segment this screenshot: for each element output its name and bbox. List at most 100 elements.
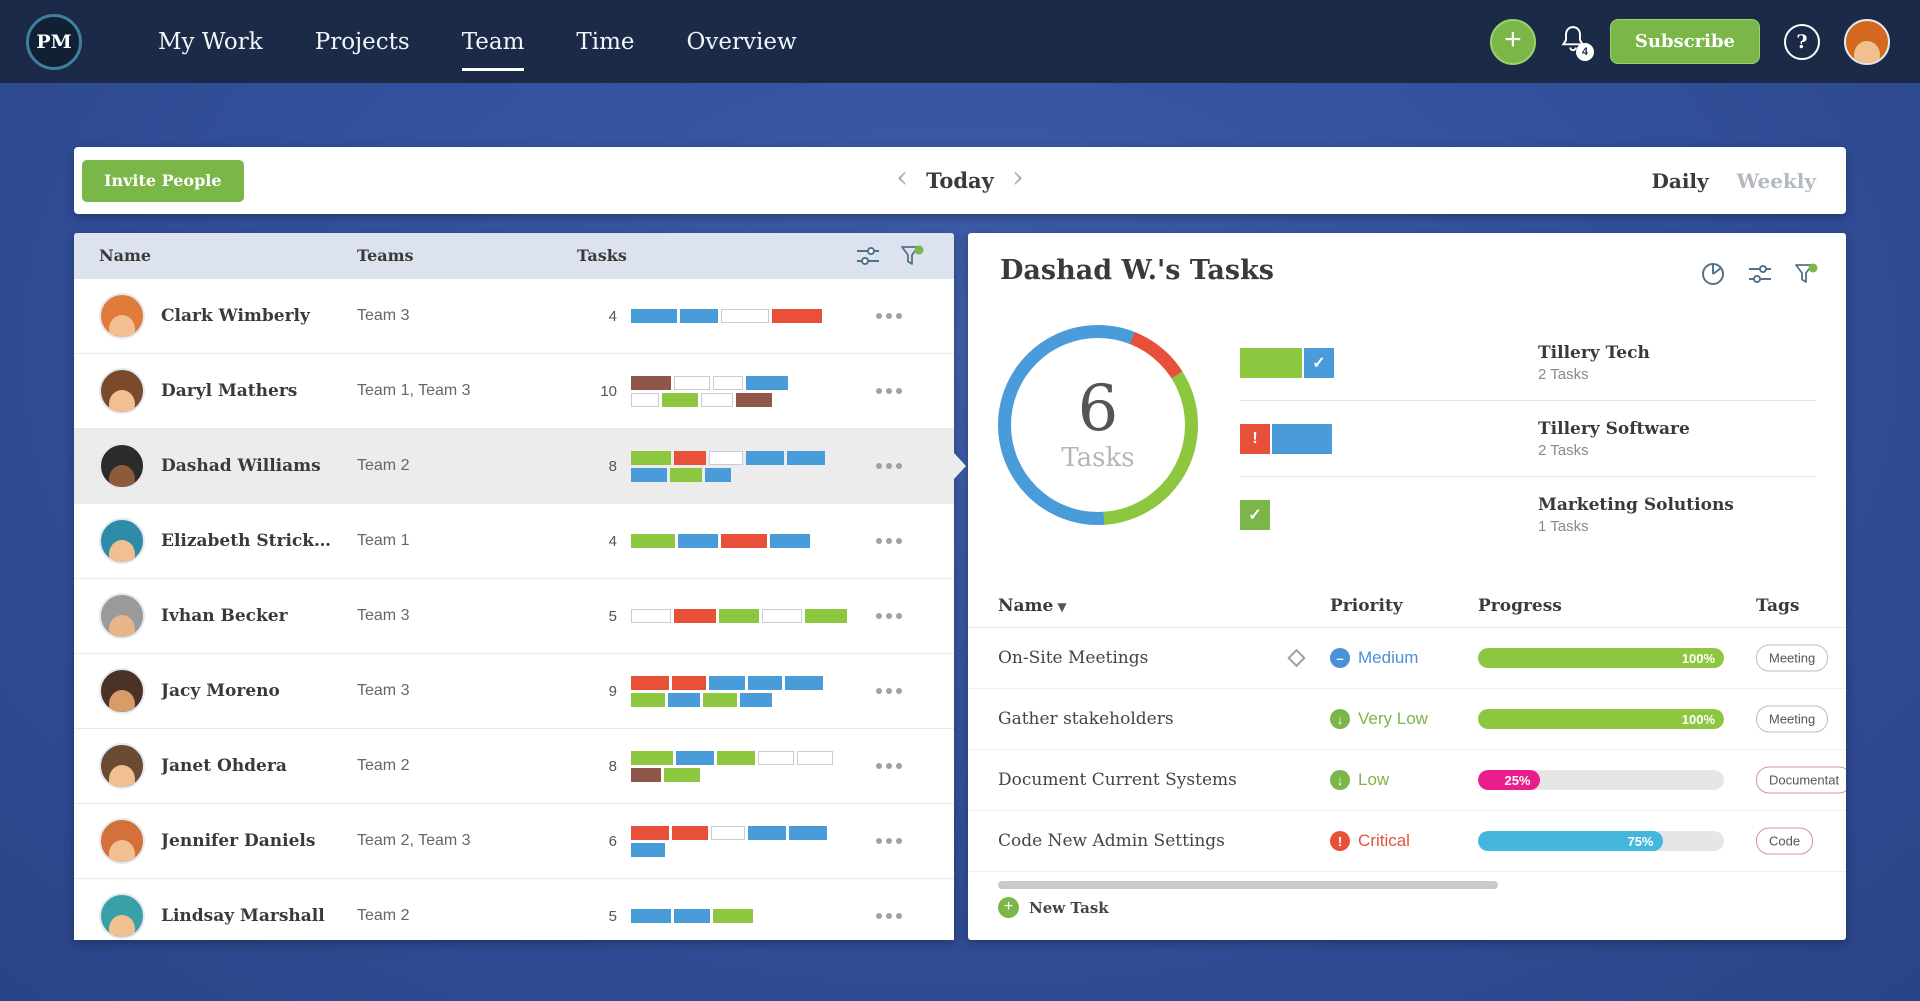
nav-item-overview[interactable]: Overview (686, 28, 797, 55)
task-tag[interactable]: Documentat (1756, 766, 1846, 794)
detail-panel-icons (1700, 261, 1818, 292)
pie-chart-icon[interactable] (1700, 261, 1726, 292)
progress-bar[interactable]: 25% (1478, 770, 1724, 790)
member-name: Dashad Williams (161, 456, 321, 476)
row-menu-button[interactable] (854, 538, 954, 544)
column-header-tasks[interactable]: Tasks (577, 246, 627, 265)
avatar (99, 668, 145, 714)
task-name: Document Current Systems (998, 770, 1237, 790)
task-row[interactable]: On-Site Meetings – Medium 100% Meeting (968, 628, 1846, 689)
project-legend-blocks: ! (1240, 423, 1350, 454)
filter-icon[interactable] (1794, 263, 1818, 290)
task-tag[interactable]: Meeting (1756, 644, 1829, 672)
progress-fill: 100% (1478, 709, 1724, 729)
new-task-button[interactable]: + New Task (998, 897, 1109, 918)
task-priority[interactable]: ↓ Low (1330, 770, 1389, 790)
app-logo[interactable]: PM (26, 13, 82, 70)
avatar-face (108, 390, 136, 412)
task-bars (631, 534, 847, 548)
row-menu-button[interactable] (854, 613, 954, 619)
donut-task-label: Tasks (1061, 443, 1135, 473)
project-legend-blocks: ✓ (1240, 500, 1350, 530)
nav-menu: My Work Projects Team Time Overview (132, 0, 823, 83)
member-name: Lindsay Marshall (161, 906, 325, 926)
row-menu-button[interactable] (854, 913, 954, 919)
member-teams: Team 3 (357, 682, 410, 699)
avatar (99, 293, 145, 339)
daily-toggle[interactable]: Daily (1651, 168, 1709, 193)
member-teams: Team 1 (357, 532, 410, 549)
progress-label: 100% (1681, 650, 1715, 666)
progress-bar[interactable]: 75% (1478, 831, 1724, 851)
task-column-priority[interactable]: Priority (1330, 596, 1403, 616)
filter-icon[interactable] (900, 245, 924, 271)
status-bar-block (1240, 347, 1302, 378)
progress-bar[interactable]: 100% (1478, 709, 1724, 729)
row-menu-button[interactable] (854, 463, 954, 469)
avatar (99, 443, 145, 489)
task-priority[interactable]: – Medium (1330, 648, 1418, 668)
table-row[interactable]: Jennifer Daniels Team 2, Team 3 6 (74, 804, 954, 879)
table-row[interactable]: Clark Wimberly Team 3 4 (74, 279, 954, 354)
settings-sliders-icon[interactable] (1748, 264, 1772, 289)
next-day-button[interactable]: › (1011, 159, 1024, 195)
user-avatar[interactable] (1844, 18, 1890, 65)
row-menu-button[interactable] (854, 688, 954, 694)
nav-item-my-work[interactable]: My Work (158, 28, 263, 55)
row-menu-button[interactable] (854, 838, 954, 844)
table-row[interactable]: Ivhan Becker Team 3 5 (74, 579, 954, 654)
table-row[interactable]: Dashad Williams Team 2 8 (74, 429, 954, 504)
table-row[interactable]: Jacy Moreno Team 3 9 (74, 654, 954, 729)
column-header-teams[interactable]: Teams (357, 246, 414, 265)
avatar-face (108, 315, 136, 337)
table-row[interactable]: Daryl Mathers Team 1, Team 3 10 (74, 354, 954, 429)
horizontal-scrollbar[interactable] (998, 881, 1498, 889)
table-row[interactable]: Janet Ohdera Team 2 8 (74, 729, 954, 804)
avatar (99, 593, 145, 639)
member-teams: Team 2 (357, 457, 410, 474)
settings-sliders-icon[interactable] (856, 246, 880, 270)
avatar-face (108, 840, 136, 862)
prev-day-button[interactable]: ‹ (896, 159, 909, 195)
top-nav: PM My Work Projects Team Time Overview + 4 S… (0, 0, 1920, 83)
member-name: Jacy Moreno (161, 681, 280, 701)
task-tag[interactable]: Meeting (1756, 705, 1829, 733)
task-count: 5 (608, 607, 617, 625)
nav-item-team[interactable]: Team (436, 0, 551, 83)
invite-people-button[interactable]: Invite People (82, 159, 244, 202)
row-menu-button[interactable] (854, 388, 954, 394)
task-column-name[interactable]: Name ▼ (998, 596, 1067, 616)
progress-bar[interactable]: 100% (1478, 648, 1724, 668)
task-row[interactable]: Document Current Systems ↓ Low 25% Documenta… (968, 750, 1846, 811)
member-name: Elizabeth Strick… (161, 531, 332, 551)
table-row[interactable]: Elizabeth Strick… Team 1 4 (74, 504, 954, 579)
notifications-button[interactable]: 4 (1560, 25, 1594, 61)
task-column-progress[interactable]: Progress (1478, 596, 1562, 616)
weekly-toggle[interactable]: Weekly (1736, 168, 1816, 193)
task-column-tags[interactable]: Tags (1756, 596, 1800, 616)
task-priority[interactable]: ↓ Very Low (1330, 709, 1428, 729)
table-header-icons (856, 245, 924, 271)
help-button[interactable]: ? (1784, 23, 1820, 60)
nav-item-projects[interactable]: Projects (314, 28, 410, 55)
task-row[interactable]: Gather stakeholders ↓ Very Low 100% Meeting (968, 689, 1846, 750)
team-rows: Clark Wimberly Team 3 4 Daryl Mathers Team 1… (74, 279, 954, 940)
project-name: Tillery Software (1538, 418, 1690, 439)
task-bars (631, 750, 847, 782)
priority-label: Medium (1358, 648, 1419, 667)
avatar-face (108, 465, 136, 487)
add-new-button[interactable]: + (1489, 18, 1536, 65)
task-priority[interactable]: ! Critical (1330, 831, 1410, 851)
project-task-count: 1 Tasks (1538, 518, 1589, 535)
task-tag[interactable]: Code (1756, 827, 1814, 855)
table-row[interactable]: Lindsay Marshall Team 2 5 (74, 879, 954, 940)
nav-item-time[interactable]: Time (576, 28, 635, 55)
task-row[interactable]: Code New Admin Settings! Critical 75% Code (968, 811, 1846, 872)
subscribe-button[interactable]: Subscribe (1609, 19, 1760, 64)
avatar-face (108, 615, 136, 637)
column-header-name[interactable]: Name (99, 246, 152, 265)
row-menu-button[interactable] (854, 763, 954, 769)
tasks-donut-chart: 6 Tasks (998, 325, 1198, 525)
row-menu-button[interactable] (854, 313, 954, 319)
priority-icon: ↓ (1330, 709, 1350, 729)
